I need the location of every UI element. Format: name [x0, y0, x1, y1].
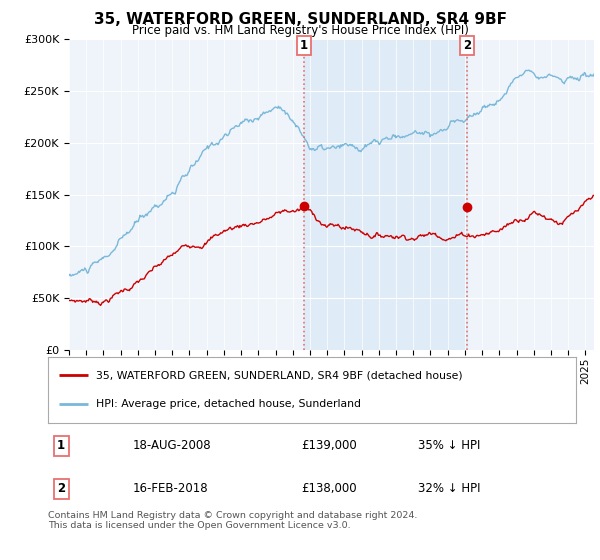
Text: 1: 1: [57, 440, 65, 452]
Text: 2: 2: [463, 39, 471, 52]
Text: 2: 2: [57, 482, 65, 496]
Text: 35% ↓ HPI: 35% ↓ HPI: [418, 440, 480, 452]
Bar: [304, 39, 467, 350]
Text: £139,000: £139,000: [301, 440, 357, 452]
Text: Price paid vs. HM Land Registry's House Price Index (HPI): Price paid vs. HM Land Registry's House …: [131, 24, 469, 37]
Text: Contains HM Land Registry data © Crown copyright and database right 2024.
This d: Contains HM Land Registry data © Crown c…: [48, 511, 418, 530]
Text: 35, WATERFORD GREEN, SUNDERLAND, SR4 9BF: 35, WATERFORD GREEN, SUNDERLAND, SR4 9BF: [94, 12, 506, 27]
Text: 1: 1: [299, 39, 308, 52]
Text: HPI: Average price, detached house, Sunderland: HPI: Average price, detached house, Sund…: [95, 399, 361, 409]
Text: £138,000: £138,000: [301, 482, 357, 496]
Text: 35, WATERFORD GREEN, SUNDERLAND, SR4 9BF (detached house): 35, WATERFORD GREEN, SUNDERLAND, SR4 9BF…: [95, 370, 462, 380]
Text: 16-FEB-2018: 16-FEB-2018: [133, 482, 208, 496]
Text: 32% ↓ HPI: 32% ↓ HPI: [418, 482, 480, 496]
Text: 18-AUG-2008: 18-AUG-2008: [133, 440, 211, 452]
